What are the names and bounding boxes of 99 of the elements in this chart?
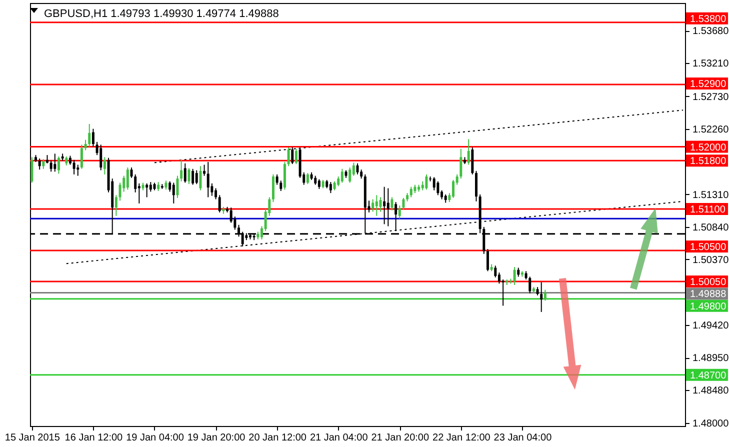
ref-line-label: 1.51100 [690, 204, 726, 216]
candlestick [287, 146, 290, 167]
y-tick-label: 1.48950 [692, 353, 729, 364]
candlestick [149, 182, 152, 192]
candlestick [172, 182, 175, 204]
ref-line-label: 1.50500 [690, 242, 727, 253]
candlestick [425, 174, 428, 190]
candlestick [195, 170, 198, 185]
candlestick [54, 153, 56, 172]
candlestick [467, 138, 470, 166]
candlestick [218, 194, 221, 213]
candlestick [306, 172, 309, 185]
candlestick [180, 159, 183, 182]
y-tick-label: 1.48480 [692, 386, 729, 397]
candlestick [118, 182, 122, 202]
candlestick [100, 144, 102, 171]
x-tick-label: 19 Jan 04:00 [126, 432, 184, 444]
candlestick [126, 167, 129, 190]
y-tick-label: 1.52260 [692, 124, 729, 136]
candlestick [30, 156, 34, 184]
ref-line-label: 1.50050 [690, 277, 727, 288]
candlestick [386, 188, 390, 227]
candlestick [452, 179, 455, 198]
candlestick [84, 139, 87, 151]
candlestick [329, 182, 332, 194]
candlestick [76, 164, 80, 176]
candlestick [280, 180, 282, 192]
y-tick-label: 1.48000 [692, 418, 729, 430]
ref-line-label: 1.52900 [690, 79, 727, 90]
candlestick [92, 128, 94, 148]
x-tick-label: 16 Jan 12:00 [64, 432, 124, 444]
candlestick [80, 144, 83, 170]
y-tick-label: 1.51310 [692, 190, 729, 201]
candlestick [42, 158, 45, 170]
candlestick [192, 168, 194, 186]
candlestick [383, 186, 386, 225]
ref-line-label: 1.53800 [690, 14, 727, 25]
x-tick-label: 23 Jan 04:00 [494, 432, 552, 444]
y-tick-label: 1.52730 [692, 92, 729, 103]
x-tick-label: 21 Jan 04:00 [310, 432, 368, 444]
candlestick [188, 168, 190, 185]
candlestick [283, 161, 286, 190]
candlestick [199, 166, 202, 191]
candlestick [214, 188, 218, 200]
candlestick [72, 159, 76, 175]
y-tick-label: 1.53210 [692, 58, 729, 70]
candlestick [528, 276, 532, 294]
candlestick [402, 197, 405, 210]
x-tick-label: 20 Jan 12:00 [248, 432, 307, 444]
y-tick-label: 1.49420 [692, 320, 729, 332]
candlestick [230, 207, 232, 224]
candlestick [410, 186, 412, 198]
y-tick-label: 1.50840 [692, 222, 729, 234]
candlestick [57, 156, 60, 174]
candlestick [398, 205, 401, 220]
ref-line-label: 1.51800 [690, 156, 727, 168]
candlestick [206, 161, 210, 198]
x-tick-label: 15 Jan 2015 [4, 432, 60, 444]
ref-line-label: 1.49800 [690, 301, 727, 312]
chart-title: GBPUSD,H1 1.49793 1.49930 1.49774 1.49888 [44, 8, 279, 20]
candlestick [318, 178, 320, 190]
candlestick [38, 158, 41, 170]
candlestick [475, 170, 478, 202]
candlestick [494, 265, 497, 278]
candlestick [544, 289, 546, 302]
candlestick [103, 156, 106, 175]
candlestick [375, 194, 378, 216]
candlestick [272, 174, 274, 203]
y-tick-label: 1.53680 [692, 26, 729, 38]
candlestick [513, 266, 516, 286]
candlestick [134, 174, 137, 193]
candlestick [540, 282, 543, 312]
candlestick [294, 148, 298, 165]
candlestick [432, 176, 436, 191]
x-tick-label: 19 Jan 20:00 [187, 432, 246, 444]
candlestick [337, 176, 340, 187]
candlestick [88, 123, 91, 148]
ref-line-label: 1.48700 [690, 370, 727, 382]
candlestick [486, 248, 489, 272]
candlestick [276, 174, 278, 186]
candlestick [168, 180, 172, 192]
candlestick [379, 196, 382, 212]
candlestick [176, 175, 179, 198]
candlestick [471, 146, 474, 175]
candlestick [184, 162, 186, 184]
ref-line-label: 1.52000 [690, 142, 727, 154]
y-tick-label: 1.50370 [692, 254, 729, 266]
candlestick [348, 167, 352, 184]
x-tick-label: 21 Jan 20:00 [371, 432, 430, 444]
x-tick-label: 22 Jan 12:00 [432, 432, 491, 444]
candlestick [340, 168, 344, 184]
candlestick [50, 160, 52, 172]
candlestick [390, 196, 394, 211]
candlestick [130, 167, 133, 178]
candlestick [460, 148, 462, 180]
candlestick [372, 198, 374, 212]
candlestick [436, 180, 440, 196]
ref-line-label: 1.49888 [690, 289, 727, 300]
candlestick [114, 194, 118, 216]
